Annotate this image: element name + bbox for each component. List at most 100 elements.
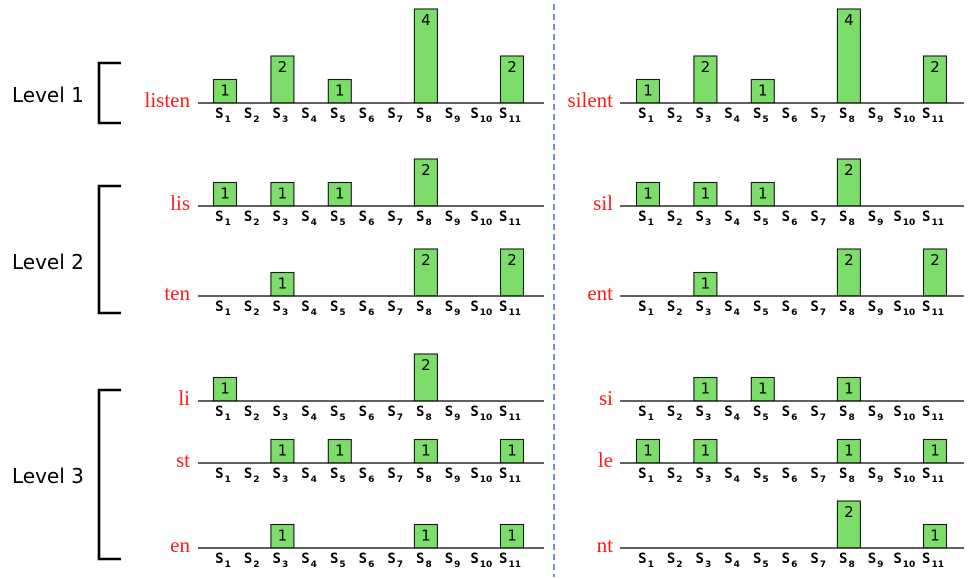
tick-label-s8: S8 (416, 551, 432, 570)
tick-label-s6: S6 (782, 551, 798, 570)
tick-label-s7: S7 (387, 106, 403, 125)
level-labels: Level 1 Level 2 Level 3 (12, 83, 84, 488)
tick-label-s6: S6 (359, 466, 375, 485)
tick-label-s3: S3 (273, 299, 289, 318)
tick-label-s9: S9 (868, 551, 884, 570)
tick-label-s7: S7 (387, 551, 403, 570)
tick-label-s9: S9 (445, 551, 461, 570)
bar-value: 1 (643, 185, 653, 203)
tick-label-s7: S7 (810, 404, 826, 423)
tick-label-s10: S10 (470, 106, 492, 125)
bar-value: 1 (930, 442, 940, 460)
tick-label-s1: S1 (638, 209, 654, 228)
bar-value: 1 (335, 442, 345, 460)
panel-le: le 1 1 1 1 S1 S2 S3 S4 S5 S6 S7 S8 S9 S10 S11 (598, 438, 964, 485)
word-label: li (178, 386, 190, 410)
tick-label-s7: S7 (810, 466, 826, 485)
bar-value: 1 (421, 442, 431, 460)
bar-value: 2 (507, 58, 517, 76)
bar-value: 1 (507, 527, 517, 545)
tick-label-s2: S2 (244, 209, 260, 228)
tick-label-s5: S5 (330, 466, 346, 485)
panel-li: li 1 2 S1 S2 S3 S4 S5 S6 S7 S8 S9 S10 S11 (178, 353, 544, 423)
tick-label-s3: S3 (696, 299, 712, 318)
tick-label-s4: S4 (301, 106, 317, 125)
tick-label-s1: S1 (638, 404, 654, 423)
tick-label-s7: S7 (810, 299, 826, 318)
tick-label-s3: S3 (273, 106, 289, 125)
tick-label-s7: S7 (387, 299, 403, 318)
tick-label-s2: S2 (244, 466, 260, 485)
tick-label-s6: S6 (359, 209, 375, 228)
panel-en: en 1 1 1 S1 S2 S3 S4 S5 S6 S7 S8 S9 S10 S11 (170, 523, 544, 570)
word-label: nt (597, 533, 614, 557)
tick-label-s10: S10 (470, 404, 492, 423)
tick-label-s1: S1 (215, 106, 231, 125)
tick-label-s8: S8 (416, 404, 432, 423)
tick-label-s5: S5 (330, 106, 346, 125)
panel-ten: ten 1 2 2 S1 S2 S3 S4 S5 S6 S7 S8 S9 S10 S11 (164, 248, 544, 318)
tick-label-s5: S5 (330, 209, 346, 228)
tick-label-s9: S9 (868, 404, 884, 423)
tick-label-s9: S9 (445, 209, 461, 228)
bar-value: 1 (278, 185, 288, 203)
tick-label-s4: S4 (724, 209, 740, 228)
tick-label-s5: S5 (753, 209, 769, 228)
tick-label-s11: S11 (499, 404, 521, 423)
bar-value: 2 (421, 356, 431, 374)
tick-label-s9: S9 (868, 106, 884, 125)
bar-value: 2 (507, 251, 517, 269)
tick-label-s2: S2 (667, 106, 683, 125)
bar-value: 2 (930, 58, 940, 76)
tick-label-s3: S3 (696, 209, 712, 228)
tick-label-s6: S6 (359, 106, 375, 125)
tick-label-s1: S1 (638, 466, 654, 485)
tick-label-s1: S1 (215, 299, 231, 318)
tick-label-s7: S7 (810, 551, 826, 570)
word-label: ent (587, 281, 613, 305)
tick-label-s2: S2 (667, 551, 683, 570)
tick-label-s1: S1 (638, 551, 654, 570)
tick-label-s1: S1 (638, 299, 654, 318)
level-bracket-1 (97, 61, 121, 125)
tick-label-s3: S3 (273, 209, 289, 228)
tick-label-s5: S5 (753, 466, 769, 485)
tick-label-s9: S9 (445, 106, 461, 125)
tick-label-s6: S6 (359, 551, 375, 570)
tick-label-s9: S9 (868, 299, 884, 318)
tick-label-s3: S3 (696, 106, 712, 125)
word-label: si (599, 386, 613, 410)
bar-value: 1 (278, 527, 288, 545)
tick-label-s11: S11 (922, 404, 944, 423)
tick-label-s1: S1 (215, 551, 231, 570)
tick-label-s1: S1 (638, 106, 654, 125)
tick-label-s1: S1 (215, 466, 231, 485)
tick-label-s8: S8 (416, 299, 432, 318)
tick-label-s4: S4 (301, 209, 317, 228)
bar-value: 2 (844, 251, 854, 269)
tick-label-s8: S8 (416, 466, 432, 485)
tick-label-s10: S10 (893, 466, 915, 485)
tick-label-s4: S4 (301, 466, 317, 485)
bar-value: 2 (930, 251, 940, 269)
tick-label-s10: S10 (470, 466, 492, 485)
tick-label-s4: S4 (301, 299, 317, 318)
tick-label-s6: S6 (782, 299, 798, 318)
bar-value: 1 (643, 442, 653, 460)
tick-label-s9: S9 (868, 466, 884, 485)
tick-label-s3: S3 (696, 466, 712, 485)
tick-label-s8: S8 (416, 106, 432, 125)
word-label: sil (593, 191, 613, 215)
bar-value: 1 (930, 527, 940, 545)
bar-value: 1 (844, 380, 854, 398)
tick-label-s9: S9 (445, 466, 461, 485)
bar-value: 2 (701, 58, 711, 76)
tick-label-s9: S9 (868, 209, 884, 228)
tick-label-s11: S11 (499, 551, 521, 570)
tick-label-s11: S11 (499, 466, 521, 485)
panel-st: st 1 1 1 1 S1 S2 S3 S4 S5 S6 S7 S8 S9 S10 S11 (176, 438, 544, 485)
tick-label-s4: S4 (301, 404, 317, 423)
tick-label-s6: S6 (359, 404, 375, 423)
tick-label-s5: S5 (330, 551, 346, 570)
